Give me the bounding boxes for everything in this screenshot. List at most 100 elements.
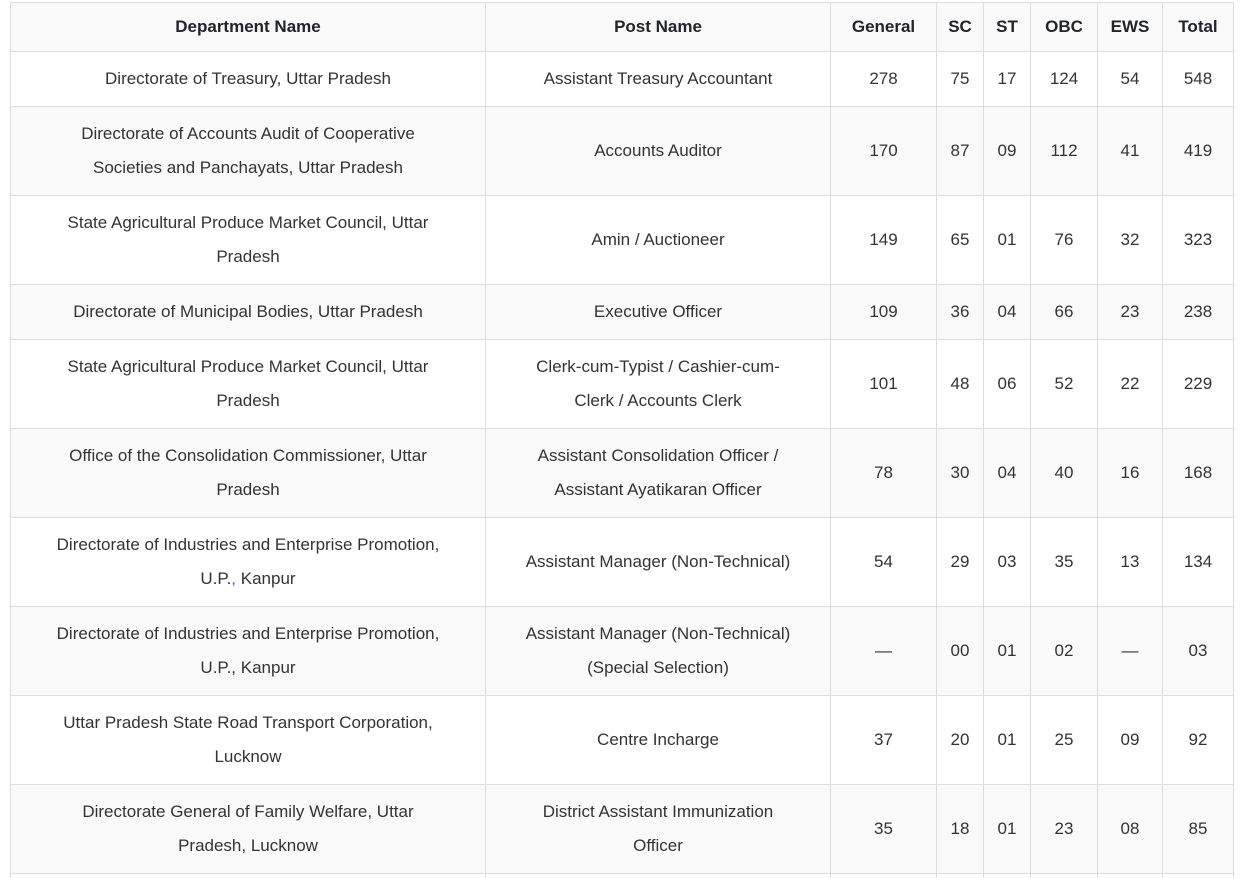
obc-cell: 35 (1030, 517, 1098, 607)
post-cell (485, 873, 831, 878)
header-row: Department Name Post Name General SC ST … (10, 2, 1234, 52)
general-cell (830, 873, 937, 878)
ews-cell (1097, 873, 1163, 878)
col-header-total: Total (1162, 2, 1234, 52)
sc-cell: 18 (936, 784, 984, 874)
col-header-post: Post Name (485, 2, 831, 52)
st-cell: 09 (983, 106, 1031, 196)
table-header: Department Name Post Name General SC ST … (10, 2, 1234, 52)
table-row: Directorate of Accounts Audit of Coopera… (10, 106, 1234, 196)
table-row: State Agricultural Produce Market Counci… (10, 195, 1234, 285)
general-cell: 54 (830, 517, 937, 607)
col-header-sc: SC (936, 2, 984, 52)
total-cell: 134 (1162, 517, 1234, 607)
vacancy-table: Department Name Post Name General SC ST … (10, 2, 1234, 878)
table-row: Directorate of Treasury, Uttar Pradesh As… (10, 51, 1234, 107)
sc-cell: 87 (936, 106, 984, 196)
obc-cell: 76 (1030, 195, 1098, 285)
ews-cell: 32 (1097, 195, 1163, 285)
st-cell: 04 (983, 284, 1031, 340)
post-cell: District Assistant Immunization Officer (485, 784, 831, 874)
post-cell: Executive Officer (485, 284, 831, 340)
department-cell: State Agricultural Produce Market Counci… (10, 339, 486, 429)
post-cell: Clerk-cum-Typist / Cashier-cum- Clerk / … (485, 339, 831, 429)
general-cell: 35 (830, 784, 937, 874)
table-row: Directorate of Industries and Enterprise… (10, 606, 1234, 696)
sc-cell: 65 (936, 195, 984, 285)
highlighted-comma: , (231, 569, 237, 588)
ews-cell: 16 (1097, 428, 1163, 518)
st-cell: 01 (983, 606, 1031, 696)
total-cell: 323 (1162, 195, 1234, 285)
obc-cell: 25 (1030, 695, 1098, 785)
st-cell: 01 (983, 784, 1031, 874)
general-cell: 101 (830, 339, 937, 429)
sc-cell: 48 (936, 339, 984, 429)
obc-cell: 66 (1030, 284, 1098, 340)
department-cell: Office of the Consolidation Commissioner… (10, 428, 486, 518)
ews-cell: 08 (1097, 784, 1163, 874)
total-cell: 238 (1162, 284, 1234, 340)
total-cell: 85 (1162, 784, 1234, 874)
department-cell: Directorate of Municipal Bodies, Uttar P… (10, 284, 486, 340)
st-cell: 17 (983, 51, 1031, 107)
obc-cell: 124 (1030, 51, 1098, 107)
department-cell: Directorate of Treasury, Uttar Pradesh (10, 51, 486, 107)
sc-cell (936, 873, 984, 878)
sc-cell: 36 (936, 284, 984, 340)
post-cell: Accounts Auditor (485, 106, 831, 196)
table-row: Office of the Consolidation Commissioner… (10, 428, 1234, 518)
department-cell (10, 873, 486, 878)
col-header-ews: EWS (1097, 2, 1163, 52)
table-row: Directorate General of Family Welfare, U… (10, 784, 1234, 874)
st-cell: 01 (983, 695, 1031, 785)
table-body: Directorate of Treasury, Uttar Pradesh As… (10, 51, 1234, 878)
col-header-general: General (830, 2, 937, 52)
department-cell: Directorate of Industries and Enterprise… (10, 517, 486, 607)
department-cell: Directorate of Accounts Audit of Coopera… (10, 106, 486, 196)
department-cell: Directorate General of Family Welfare, U… (10, 784, 486, 874)
general-cell: 37 (830, 695, 937, 785)
general-cell: 78 (830, 428, 937, 518)
obc-cell: 40 (1030, 428, 1098, 518)
sc-cell: 00 (936, 606, 984, 696)
table-row: Directorate of Industries and Enterprise… (10, 517, 1234, 607)
ews-cell: 54 (1097, 51, 1163, 107)
obc-cell: 02 (1030, 606, 1098, 696)
total-cell: 03 (1162, 606, 1234, 696)
col-header-st: ST (983, 2, 1031, 52)
table-row: Directorate of Municipal Bodies, Uttar P… (10, 284, 1234, 340)
department-text: Directorate of Industries and Enterprise… (56, 535, 440, 588)
table-row: State Agricultural Produce Market Counci… (10, 339, 1234, 429)
sc-cell: 75 (936, 51, 984, 107)
total-cell: 419 (1162, 106, 1234, 196)
obc-cell: 112 (1030, 106, 1098, 196)
col-header-obc: OBC (1030, 2, 1098, 52)
total-cell (1162, 873, 1234, 878)
ews-cell: 22 (1097, 339, 1163, 429)
st-cell: 06 (983, 339, 1031, 429)
st-cell: 01 (983, 195, 1031, 285)
post-cell: Assistant Treasury Accountant (485, 51, 831, 107)
general-cell: 278 (830, 51, 937, 107)
department-cell: Directorate of Industries and Enterprise… (10, 606, 486, 696)
general-cell: 109 (830, 284, 937, 340)
st-cell (983, 873, 1031, 878)
sc-cell: 29 (936, 517, 984, 607)
obc-cell: 52 (1030, 339, 1098, 429)
col-header-department: Department Name (10, 2, 486, 52)
ews-cell: 23 (1097, 284, 1163, 340)
total-cell: 229 (1162, 339, 1234, 429)
obc-cell: 23 (1030, 784, 1098, 874)
table-row-partial (10, 873, 1234, 878)
post-cell: Amin / Auctioneer (485, 195, 831, 285)
department-text: Kanpur (236, 569, 296, 588)
post-cell: Assistant Manager (Non-Technical) (Speci… (485, 606, 831, 696)
department-cell: Uttar Pradesh State Road Transport Corpo… (10, 695, 486, 785)
table-row: Uttar Pradesh State Road Transport Corpo… (10, 695, 1234, 785)
general-cell: 149 (830, 195, 937, 285)
general-cell: 170 (830, 106, 937, 196)
ews-cell: — (1097, 606, 1163, 696)
ews-cell: 41 (1097, 106, 1163, 196)
